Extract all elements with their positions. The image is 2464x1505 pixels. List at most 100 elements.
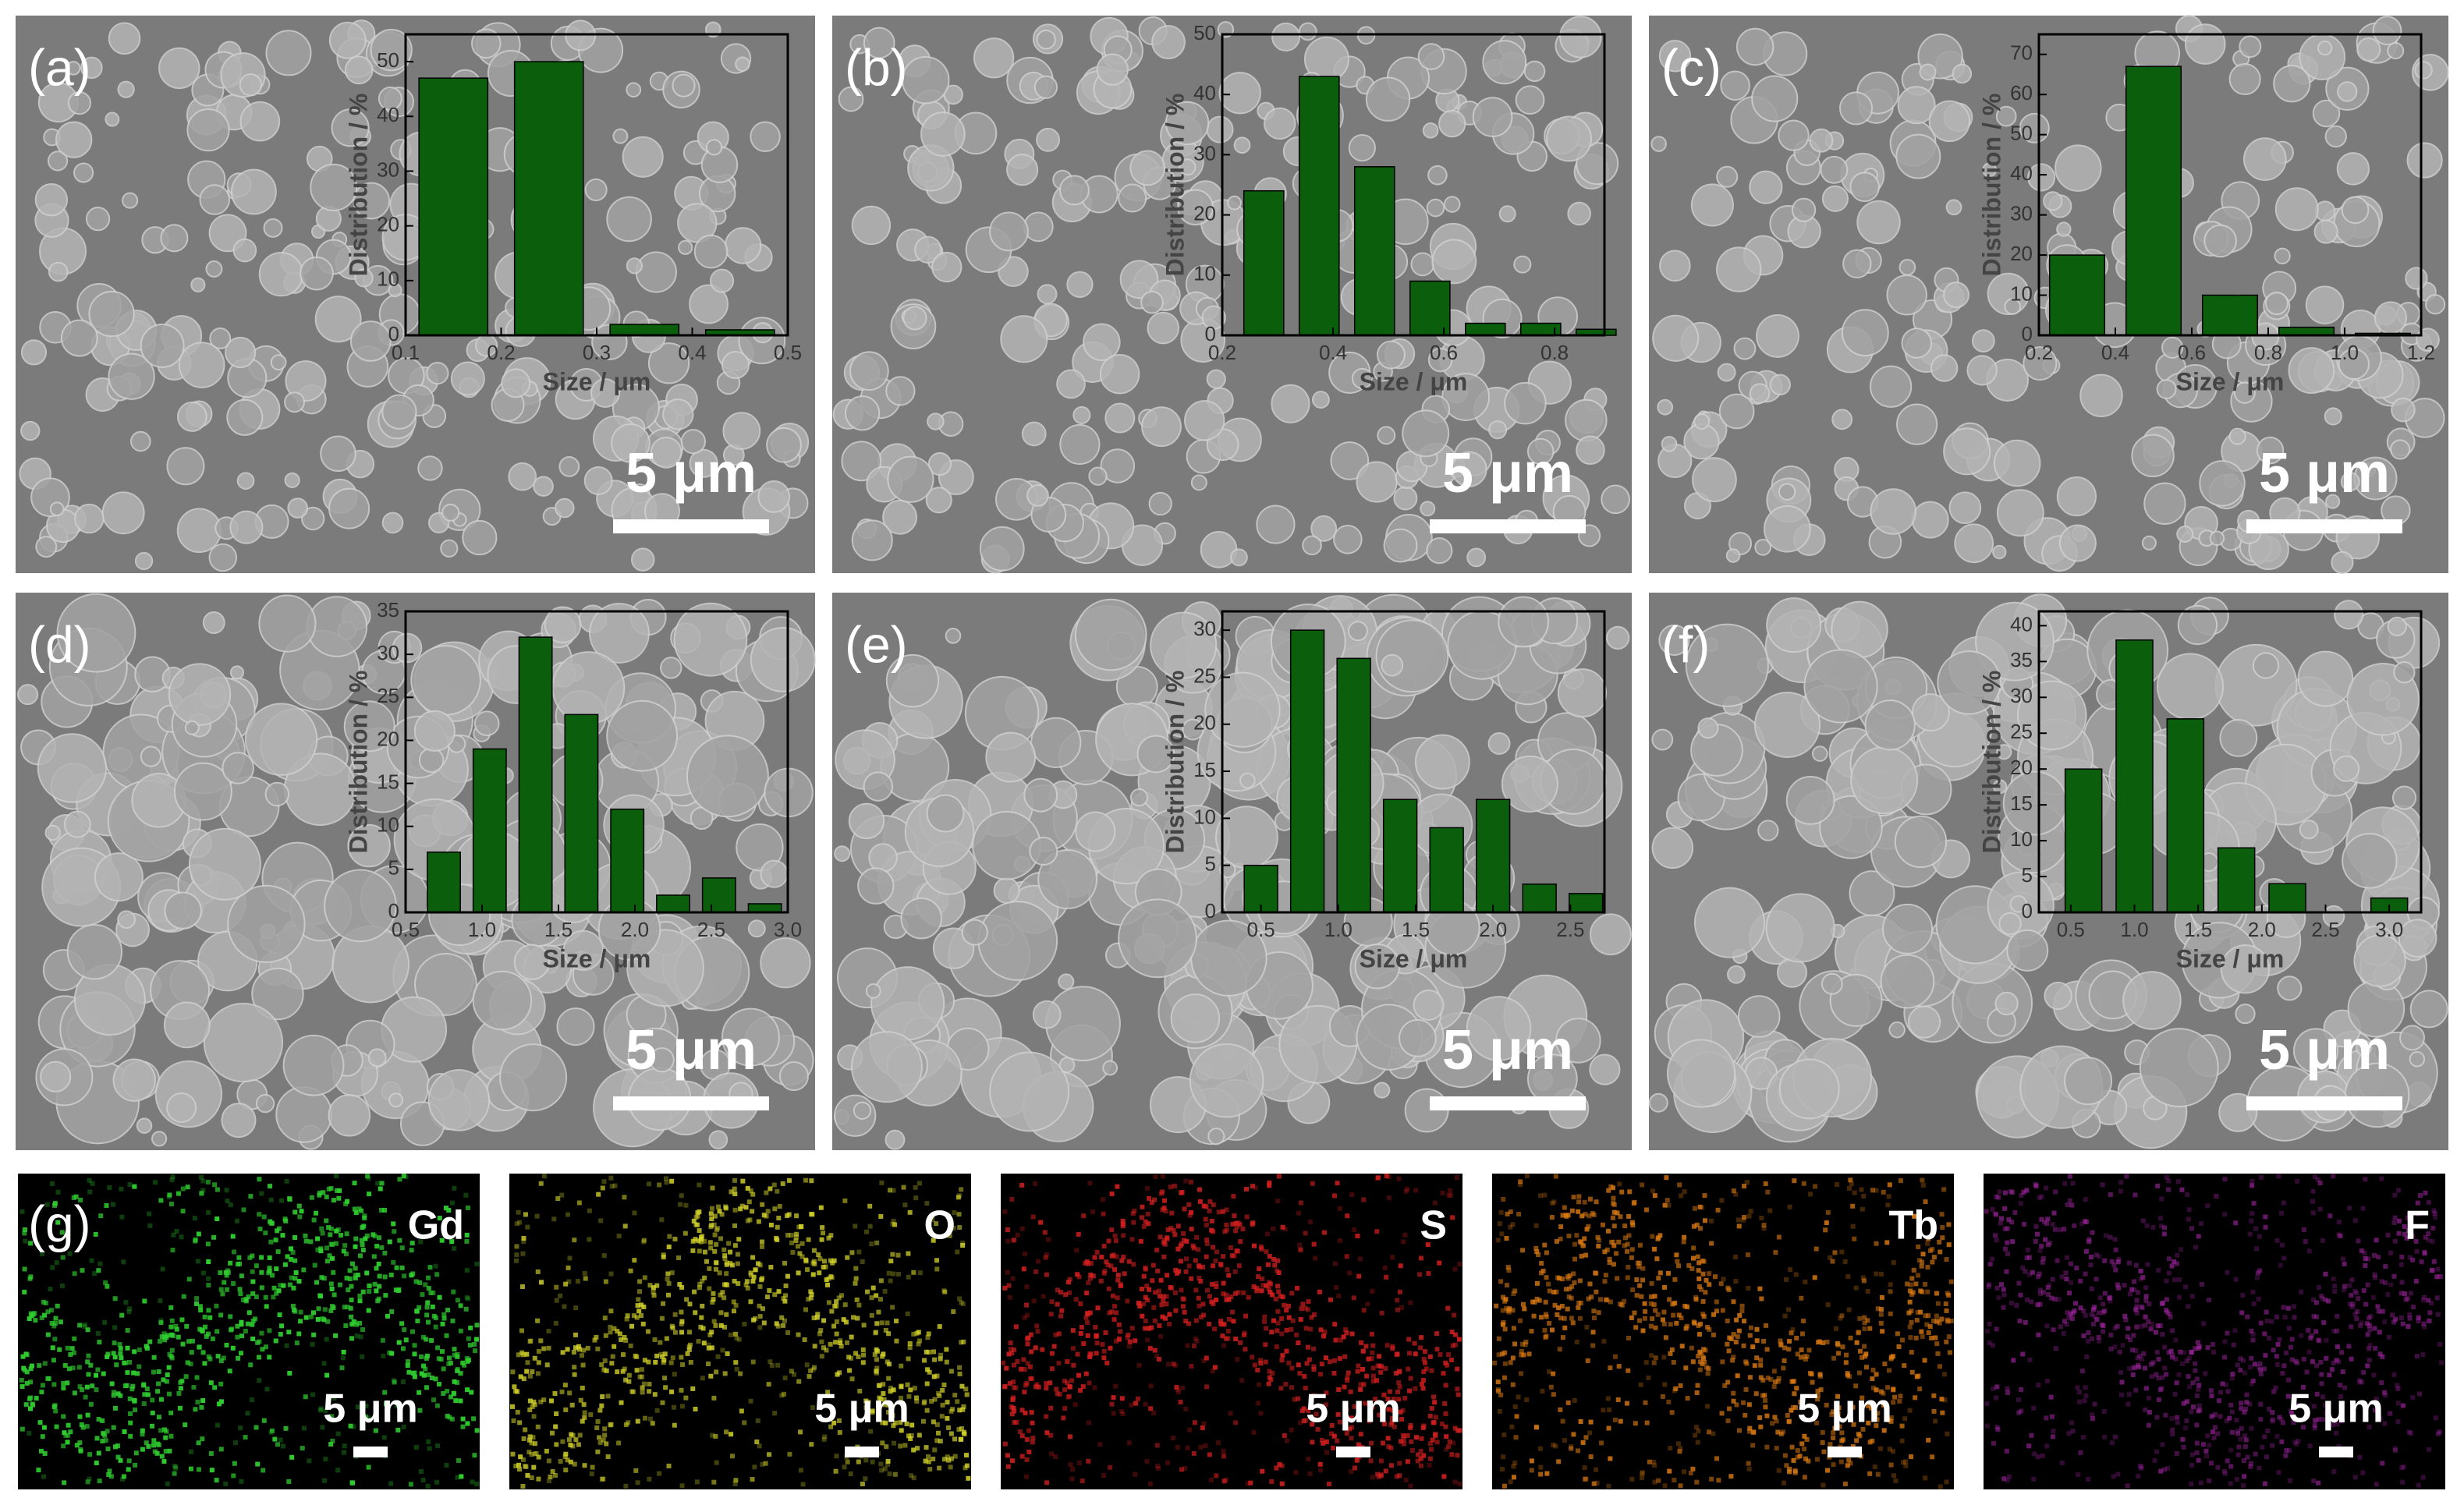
x-tick-label: 3.0 [2375, 918, 2403, 941]
eds-dot [452, 1379, 457, 1384]
eds-dot [1378, 1472, 1384, 1478]
eds-dot [942, 1457, 948, 1462]
eds-dot [808, 1289, 814, 1294]
eds-dot [821, 1345, 826, 1351]
eds-dot [1803, 1279, 1808, 1284]
eds-dot [1118, 1329, 1123, 1334]
eds-dot [1048, 1312, 1054, 1317]
particle [649, 1047, 675, 1073]
particle [870, 966, 945, 1041]
eds-dot [906, 1251, 911, 1256]
eds-dot [1356, 1273, 1362, 1279]
eds-dot [41, 1425, 47, 1430]
eds-dot [1057, 1391, 1062, 1397]
eds-dot [409, 1273, 414, 1278]
eds-dot [625, 1313, 630, 1319]
eds-dot [1284, 1438, 1289, 1443]
eds-dot [1939, 1212, 1945, 1217]
eds-dot [748, 1188, 753, 1194]
eds-dot [378, 1186, 383, 1192]
eds-dot [428, 1290, 434, 1295]
eds-dot [748, 1398, 753, 1404]
eds-dot [420, 1478, 426, 1483]
eds-dot [1067, 1434, 1072, 1439]
eds-dot [360, 1242, 365, 1248]
particle [1351, 367, 1373, 389]
eds-dot [393, 1287, 399, 1293]
eds-dot [1035, 1329, 1041, 1334]
eds-dot [1005, 1238, 1011, 1244]
eds-dot [608, 1175, 614, 1181]
eds-dot [796, 1270, 801, 1276]
particle [1650, 136, 1667, 152]
particle [1661, 435, 1678, 452]
eds-dot [531, 1464, 537, 1470]
particle [265, 30, 312, 76]
eds-dot [1115, 1295, 1120, 1301]
eds-dot [84, 1384, 90, 1390]
particle [1482, 40, 1527, 85]
eds-dot [1009, 1458, 1015, 1464]
eds-dot [1736, 1428, 1742, 1433]
eds-dot [1289, 1365, 1295, 1371]
eds-dot [707, 1286, 712, 1291]
particle [328, 1094, 371, 1137]
eds-dot [536, 1360, 541, 1365]
eds-dot [341, 1349, 346, 1354]
eds-dot [133, 1450, 139, 1456]
eds-dot [467, 1343, 473, 1348]
eds-dot [619, 1337, 624, 1342]
eds-dot [105, 1447, 111, 1452]
eds-dot [597, 1435, 602, 1440]
particle [900, 897, 942, 940]
eds-dot [867, 1223, 873, 1229]
eds-dot [1455, 1428, 1461, 1433]
eds-dot [1861, 1193, 1867, 1199]
eds-dot [1207, 1208, 1212, 1213]
eds-dot [1087, 1310, 1093, 1316]
eds-dot [1500, 1308, 1505, 1313]
eds-dot [1260, 1276, 1265, 1281]
eds-dot [349, 1261, 355, 1266]
eds-dot [715, 1354, 721, 1359]
eds-dot [61, 1386, 66, 1391]
eds-dot [294, 1340, 300, 1346]
eds-dot [913, 1185, 918, 1190]
eds-dot [885, 1458, 891, 1464]
particle [85, 207, 111, 232]
eds-dot [654, 1353, 660, 1358]
x-axis-label: Size / μm [1360, 367, 1468, 395]
eds-dot [185, 1360, 190, 1365]
eds-dot [1068, 1462, 1073, 1468]
y-tick-label: 15 [2010, 791, 2033, 815]
eds-dot [234, 1218, 239, 1223]
eds-dot [433, 1263, 438, 1269]
eds-dot [1386, 1174, 1392, 1180]
particle [1190, 474, 1207, 491]
eds-dot [1553, 1174, 1558, 1179]
particle [606, 699, 679, 772]
eds-dot [711, 1222, 717, 1227]
particle [2131, 434, 2175, 478]
eds-dot [189, 1449, 194, 1454]
particle [1214, 806, 1278, 869]
eds-dot [530, 1369, 535, 1374]
eds-dot [474, 1481, 480, 1486]
particle [1943, 427, 1991, 476]
particle [1821, 185, 1849, 212]
particle [414, 953, 477, 1016]
eds-dot [441, 1366, 446, 1372]
eds-dot [527, 1339, 533, 1344]
eds-dot [667, 1234, 672, 1239]
eds-dot [1087, 1420, 1092, 1425]
particle [1032, 1000, 1062, 1029]
eds-dot [168, 1433, 174, 1439]
eds-dot [79, 1422, 84, 1428]
particle [48, 261, 69, 282]
y-tick-label: 50 [1193, 21, 1216, 44]
eds-dot [109, 1381, 115, 1386]
particle [1023, 211, 1054, 243]
eds-dot [321, 1478, 327, 1483]
eds-dot [823, 1264, 828, 1270]
eds-dot [1042, 1230, 1048, 1235]
